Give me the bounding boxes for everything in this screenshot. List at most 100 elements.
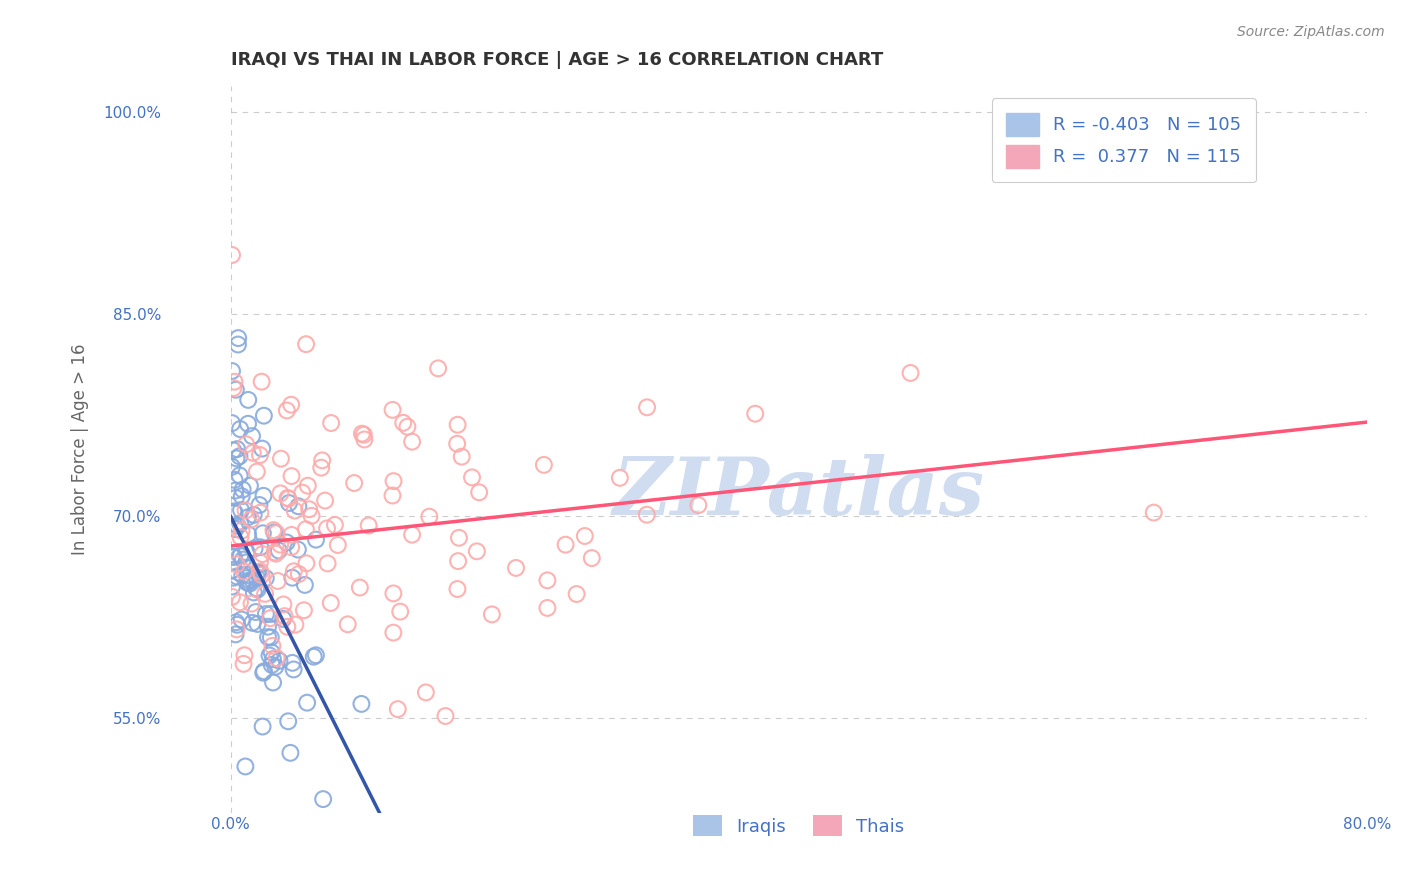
Point — [236, 568, 259, 582]
Point — [461, 470, 484, 484]
Point — [259, 648, 281, 663]
Point — [235, 556, 257, 570]
Point — [401, 434, 423, 449]
Point — [235, 437, 257, 451]
Point — [236, 510, 259, 524]
Point — [316, 557, 339, 571]
Point — [252, 720, 274, 734]
Point — [221, 549, 243, 564]
Point — [305, 533, 328, 547]
Y-axis label: In Labor Force | Age > 16: In Labor Force | Age > 16 — [72, 343, 89, 555]
Point — [900, 366, 922, 380]
Point — [447, 531, 470, 545]
Point — [266, 651, 288, 665]
Point — [245, 581, 267, 595]
Point — [225, 569, 247, 583]
Point — [222, 443, 245, 458]
Point — [260, 631, 283, 645]
Point — [222, 571, 245, 585]
Point — [321, 416, 343, 430]
Point — [468, 485, 491, 500]
Point — [276, 535, 298, 549]
Point — [262, 652, 284, 666]
Point — [688, 498, 710, 512]
Point — [239, 576, 262, 591]
Point — [316, 521, 339, 535]
Point — [505, 561, 527, 575]
Point — [226, 617, 249, 632]
Point — [294, 578, 316, 592]
Point — [446, 417, 468, 432]
Point — [277, 491, 299, 506]
Point — [281, 656, 304, 670]
Point — [250, 568, 273, 582]
Point — [240, 429, 263, 443]
Point — [533, 458, 555, 472]
Point — [565, 587, 588, 601]
Point — [269, 538, 291, 552]
Point — [242, 446, 264, 460]
Point — [249, 448, 271, 462]
Point — [246, 465, 269, 479]
Point — [233, 565, 256, 579]
Point — [224, 522, 246, 536]
Point — [326, 538, 349, 552]
Point — [240, 573, 263, 587]
Point — [554, 538, 576, 552]
Point — [254, 571, 277, 585]
Point — [225, 615, 247, 630]
Point — [236, 527, 259, 541]
Point — [280, 528, 302, 542]
Point — [226, 442, 249, 457]
Point — [280, 469, 302, 483]
Point — [450, 450, 472, 464]
Text: IRAQI VS THAI IN LABOR FORCE | AGE > 16 CORRELATION CHART: IRAQI VS THAI IN LABOR FORCE | AGE > 16 … — [231, 51, 883, 69]
Point — [225, 627, 247, 641]
Point — [221, 248, 243, 262]
Point — [263, 525, 285, 540]
Point — [301, 508, 323, 523]
Point — [343, 476, 366, 491]
Point — [250, 442, 273, 456]
Text: Source: ZipAtlas.com: Source: ZipAtlas.com — [1237, 25, 1385, 39]
Point — [349, 581, 371, 595]
Point — [235, 759, 257, 773]
Point — [222, 381, 245, 395]
Point — [427, 361, 450, 376]
Point — [221, 590, 243, 604]
Point — [225, 623, 247, 637]
Point — [270, 451, 292, 466]
Point — [392, 416, 415, 430]
Point — [264, 659, 287, 673]
Point — [254, 587, 277, 601]
Point — [284, 503, 307, 517]
Point — [260, 645, 283, 659]
Point — [323, 517, 346, 532]
Point — [262, 523, 284, 537]
Point — [252, 489, 274, 503]
Point — [278, 496, 301, 510]
Point — [287, 542, 309, 557]
Point — [291, 485, 314, 500]
Point — [240, 615, 263, 630]
Point — [249, 506, 271, 520]
Point — [221, 580, 243, 594]
Point — [295, 696, 318, 710]
Point — [305, 648, 328, 663]
Point — [314, 493, 336, 508]
Point — [238, 576, 260, 591]
Point — [350, 426, 373, 441]
Point — [228, 450, 250, 464]
Point — [232, 552, 254, 566]
Point — [253, 665, 276, 679]
Point — [396, 419, 419, 434]
Point — [269, 486, 291, 500]
Point — [257, 630, 280, 644]
Point — [309, 460, 332, 475]
Point — [224, 375, 246, 389]
Point — [226, 518, 249, 533]
Point — [225, 491, 247, 505]
Point — [238, 392, 260, 407]
Point — [254, 607, 277, 621]
Point — [302, 649, 325, 664]
